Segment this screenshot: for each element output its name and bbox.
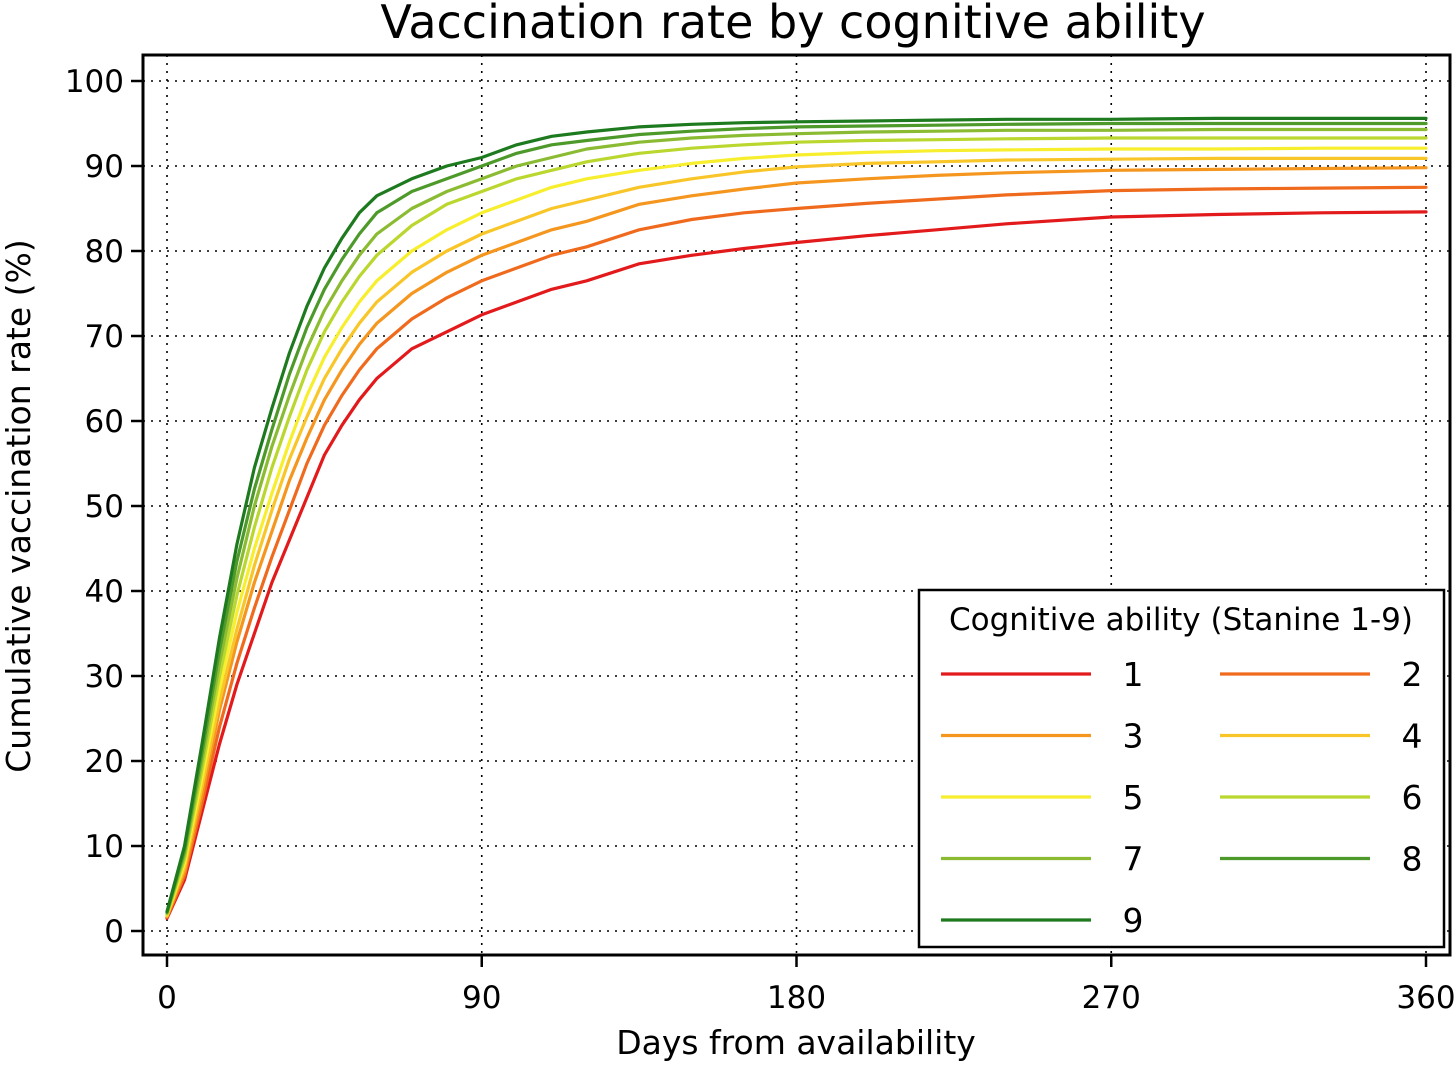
- y-tick-label: 90: [85, 149, 124, 185]
- x-tick-label: 90: [462, 980, 501, 1016]
- legend-label-8: 8: [1402, 840, 1423, 879]
- x-tick-label: 0: [157, 980, 177, 1016]
- y-tick-label: 70: [85, 319, 124, 355]
- y-tick-label: 100: [65, 64, 124, 100]
- y-tick-label: 0: [104, 914, 124, 950]
- legend-label-3: 3: [1123, 717, 1144, 756]
- series-line-3: [165, 166, 1428, 919]
- y-tick-label: 20: [85, 744, 124, 780]
- y-tick-label: 80: [85, 234, 124, 270]
- legend-label-1: 1: [1123, 655, 1144, 694]
- legend-title: Cognitive ability (Stanine 1-9): [949, 602, 1413, 638]
- series-line-6: [165, 136, 1428, 916]
- y-tick-label: 60: [85, 404, 124, 440]
- x-axis: 0 90 180 270 360: [157, 955, 1456, 1016]
- series-line-7: [165, 127, 1428, 915]
- y-axis: 0 10 20 30 40 50 60 70 80 90 100: [65, 64, 143, 950]
- y-tick-label: 50: [85, 489, 124, 525]
- x-tick-label: 270: [1082, 980, 1141, 1016]
- series-line-4: [165, 156, 1428, 918]
- legend-label-7: 7: [1123, 840, 1144, 879]
- x-axis-label: Days from availability: [616, 1023, 976, 1062]
- y-tick-label: 40: [85, 574, 124, 610]
- series-line-2: [165, 185, 1428, 920]
- y-axis-label: Cumulative vaccination rate (%): [0, 239, 38, 773]
- x-tick-label: 180: [767, 980, 826, 1016]
- legend-label-5: 5: [1123, 778, 1144, 817]
- chart-title: Vaccination rate by cognitive ability: [380, 0, 1205, 49]
- legend-label-2: 2: [1402, 655, 1423, 694]
- legend-label-4: 4: [1402, 717, 1423, 756]
- legend-label-9: 9: [1123, 901, 1144, 940]
- legend-entries: 1 2 3 4 5 6 7 8 9: [941, 655, 1423, 940]
- series-line-9: [165, 116, 1428, 914]
- legend-label-6: 6: [1402, 778, 1423, 817]
- y-tick-label: 10: [85, 829, 124, 865]
- legend-box: [917, 588, 1446, 949]
- series-line-8: [165, 121, 1428, 914]
- x-tick-label: 360: [1396, 980, 1455, 1016]
- y-tick-label: 30: [85, 659, 124, 695]
- legend: Cognitive ability (Stanine 1-9) 1 2 3 4 5 6 7 8…: [917, 588, 1446, 949]
- series-line-5: [165, 146, 1428, 917]
- series-lines: [165, 116, 1428, 920]
- series-line-1: [165, 210, 1428, 920]
